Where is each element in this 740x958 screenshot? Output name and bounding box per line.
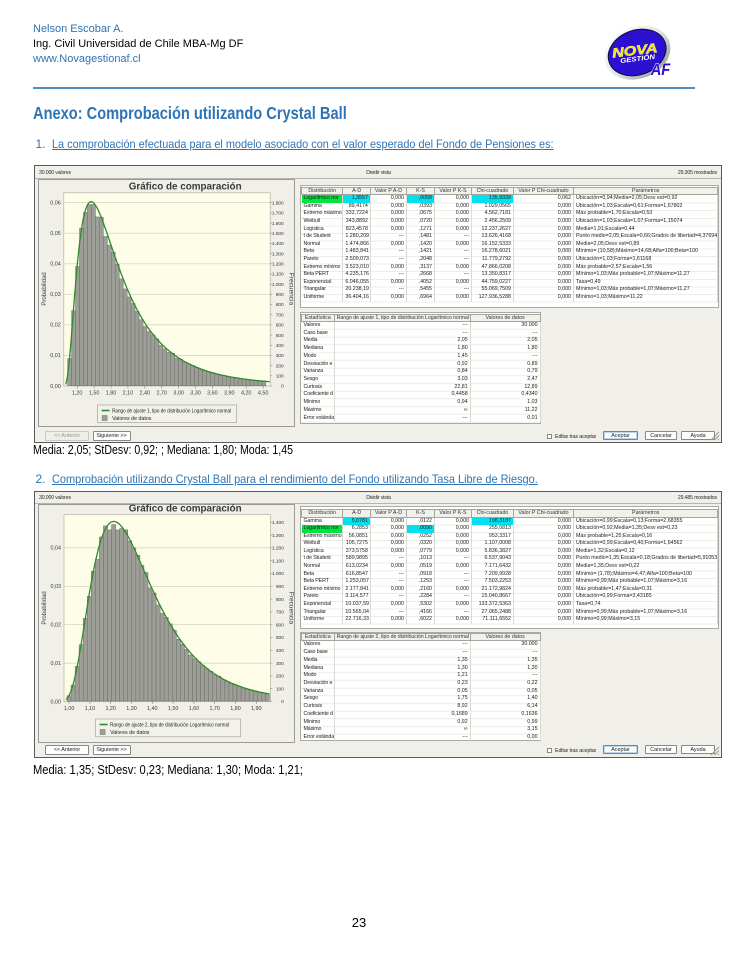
svg-text:0,01: 0,01: [51, 660, 62, 666]
svg-text:Gráfico de comparación: Gráfico de comparación: [129, 181, 242, 192]
svg-text:1.200: 1.200: [272, 261, 284, 267]
svg-text:1,80: 1,80: [230, 706, 241, 712]
svg-text:1.300: 1.300: [272, 251, 284, 257]
svg-text:1.300: 1.300: [272, 532, 284, 538]
svg-text:1,10: 1,10: [85, 706, 96, 712]
svg-text:0,00: 0,00: [51, 699, 62, 705]
svg-text:0,03: 0,03: [50, 292, 61, 298]
svg-text:Probabilidad: Probabilidad: [42, 591, 48, 624]
svg-text:100: 100: [276, 373, 284, 379]
svg-text:0,05: 0,05: [50, 231, 61, 237]
svg-text:1,50: 1,50: [168, 706, 179, 712]
svg-text:500: 500: [276, 332, 284, 338]
svg-text:0,06: 0,06: [50, 200, 61, 206]
svg-text:600: 600: [276, 322, 284, 328]
svg-text:2,70: 2,70: [156, 390, 167, 396]
svg-text:1.700: 1.700: [272, 210, 284, 216]
svg-text:3,90: 3,90: [224, 390, 235, 396]
svg-text:3,30: 3,30: [190, 390, 201, 396]
svg-text:4,20: 4,20: [241, 390, 252, 396]
svg-text:1.500: 1.500: [272, 231, 284, 237]
svg-text:1,50: 1,50: [89, 390, 100, 396]
svg-text:NOVA: NOVA: [611, 40, 658, 60]
svg-text:0: 0: [281, 699, 284, 705]
svg-text:Gráfico de comparación: Gráfico de comparación: [129, 503, 242, 514]
svg-text:Frecuencia: Frecuencia: [288, 272, 295, 305]
svg-text:AF: AF: [650, 60, 671, 79]
svg-text:0: 0: [281, 383, 284, 389]
svg-text:400: 400: [276, 343, 284, 349]
svg-text:0,02: 0,02: [51, 622, 62, 628]
svg-text:Rango de ajuste 1, tipo de dis: Rango de ajuste 1, tipo de distribución …: [112, 408, 231, 414]
svg-text:300: 300: [276, 660, 284, 666]
svg-text:1,00: 1,00: [64, 706, 75, 712]
svg-text:700: 700: [276, 312, 284, 318]
svg-text:200: 200: [276, 363, 284, 369]
svg-text:0,04: 0,04: [50, 261, 61, 267]
svg-text:0,01: 0,01: [50, 353, 61, 359]
svg-text:1.000: 1.000: [272, 281, 284, 287]
svg-text:Rango de ajuste 2, tipo de dis: Rango de ajuste 2, tipo de distribución …: [110, 722, 229, 728]
svg-text:2,40: 2,40: [140, 390, 151, 396]
svg-text:900: 900: [276, 584, 284, 590]
svg-text:0,02: 0,02: [50, 322, 61, 328]
svg-text:4,50: 4,50: [258, 390, 269, 396]
svg-text:1,90: 1,90: [251, 706, 261, 712]
svg-text:300: 300: [276, 353, 284, 359]
svg-text:1,60: 1,60: [189, 706, 200, 712]
svg-text:100: 100: [276, 686, 284, 692]
svg-text:1.600: 1.600: [272, 220, 284, 226]
svg-text:1.400: 1.400: [272, 241, 284, 247]
svg-text:Valores de datos: Valores de datos: [110, 729, 150, 735]
svg-text:Frecuencia: Frecuencia: [288, 591, 295, 624]
svg-text:600: 600: [276, 622, 284, 628]
svg-text:1,80: 1,80: [106, 390, 117, 396]
svg-text:0,04: 0,04: [51, 545, 62, 551]
svg-text:700: 700: [276, 609, 284, 615]
svg-text:0,03: 0,03: [51, 584, 62, 590]
svg-text:200: 200: [276, 673, 284, 679]
svg-text:900: 900: [276, 292, 284, 298]
svg-text:1,20: 1,20: [105, 706, 116, 712]
svg-text:Valores de datos: Valores de datos: [112, 415, 152, 421]
svg-text:1.100: 1.100: [272, 271, 284, 277]
svg-text:3,00: 3,00: [173, 390, 184, 396]
svg-text:800: 800: [276, 596, 284, 602]
svg-text:3,60: 3,60: [207, 390, 218, 396]
svg-text:1,20: 1,20: [72, 390, 83, 396]
svg-text:1,70: 1,70: [209, 706, 220, 712]
svg-text:Probabilidad: Probabilidad: [42, 272, 48, 305]
svg-text:800: 800: [276, 302, 284, 308]
svg-text:1.400: 1.400: [272, 520, 284, 526]
svg-text:500: 500: [276, 635, 284, 641]
svg-text:1.200: 1.200: [272, 545, 284, 551]
svg-text:1,40: 1,40: [147, 706, 158, 712]
svg-text:1,30: 1,30: [126, 706, 137, 712]
svg-text:1.000: 1.000: [272, 571, 284, 577]
svg-text:1.100: 1.100: [272, 558, 284, 564]
svg-text:1.800: 1.800: [272, 200, 284, 206]
svg-text:0,00: 0,00: [50, 383, 61, 389]
svg-text:400: 400: [276, 648, 284, 654]
svg-text:2,10: 2,10: [123, 390, 133, 396]
